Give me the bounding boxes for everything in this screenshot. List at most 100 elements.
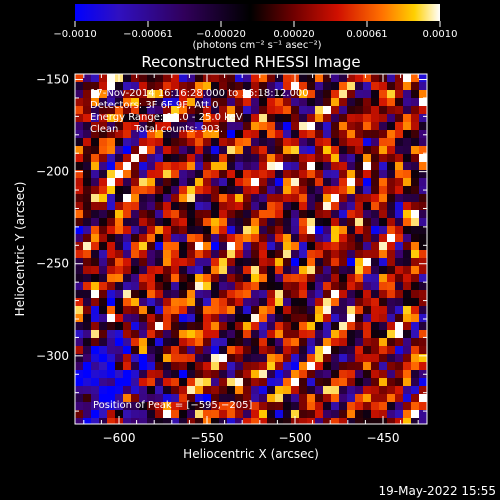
annotation-clean-counts: Clean Total counts: 903. bbox=[90, 124, 223, 135]
heatmap-cell bbox=[275, 290, 283, 298]
heatmap-cell bbox=[155, 74, 163, 82]
heatmap-cell bbox=[243, 266, 251, 274]
heatmap-cell bbox=[195, 90, 203, 98]
heatmap-cell bbox=[99, 266, 107, 274]
heatmap-cell bbox=[99, 90, 107, 98]
heatmap-cell bbox=[331, 130, 339, 138]
heatmap-cell bbox=[307, 266, 315, 274]
heatmap-cell bbox=[147, 306, 155, 314]
heatmap-cell bbox=[275, 226, 283, 234]
heatmap-cell bbox=[163, 378, 171, 386]
heatmap-cell bbox=[179, 394, 187, 402]
heatmap-cell bbox=[267, 138, 275, 146]
heatmap-cell bbox=[299, 298, 307, 306]
heatmap-cell bbox=[299, 74, 307, 82]
heatmap-cell bbox=[291, 314, 299, 322]
heatmap-cell bbox=[147, 162, 155, 170]
heatmap-cell bbox=[291, 138, 299, 146]
heatmap-cell bbox=[371, 314, 379, 322]
heatmap-cell bbox=[267, 362, 275, 370]
heatmap-cell bbox=[243, 226, 251, 234]
heatmap-cell bbox=[291, 122, 299, 130]
heatmap-cell bbox=[259, 394, 267, 402]
heatmap-cell bbox=[123, 226, 131, 234]
heatmap-cell bbox=[91, 146, 99, 154]
heatmap-cell bbox=[163, 74, 171, 82]
heatmap-cell bbox=[139, 338, 147, 346]
heatmap-cell bbox=[275, 122, 283, 130]
heatmap-cell bbox=[291, 346, 299, 354]
heatmap-cell bbox=[355, 234, 363, 242]
heatmap-cell bbox=[299, 186, 307, 194]
heatmap-cell bbox=[203, 282, 211, 290]
heatmap-cell bbox=[155, 170, 163, 178]
heatmap-cell bbox=[403, 130, 411, 138]
heatmap-cell bbox=[155, 138, 163, 146]
heatmap-cell bbox=[147, 170, 155, 178]
heatmap-cell bbox=[75, 410, 83, 418]
heatmap-cell bbox=[155, 386, 163, 394]
heatmap-cell bbox=[131, 218, 139, 226]
heatmap-cell bbox=[275, 386, 283, 394]
heatmap-cell bbox=[355, 338, 363, 346]
heatmap-cell bbox=[307, 194, 315, 202]
heatmap-cell bbox=[139, 386, 147, 394]
heatmap-cell bbox=[251, 122, 259, 130]
heatmap-cell bbox=[371, 266, 379, 274]
heatmap-cell bbox=[219, 226, 227, 234]
heatmap-cell bbox=[99, 314, 107, 322]
heatmap-cell bbox=[419, 402, 427, 410]
heatmap-cell bbox=[347, 218, 355, 226]
heatmap-cell bbox=[315, 242, 323, 250]
heatmap-cell bbox=[259, 266, 267, 274]
heatmap-cell bbox=[243, 154, 251, 162]
heatmap-cell bbox=[131, 386, 139, 394]
heatmap-cell bbox=[347, 346, 355, 354]
heatmap-cell bbox=[83, 330, 91, 338]
heatmap-cell bbox=[115, 82, 123, 90]
heatmap-cell bbox=[371, 170, 379, 178]
heatmap-cell bbox=[147, 114, 155, 122]
heatmap-cell bbox=[259, 218, 267, 226]
heatmap-cell bbox=[147, 82, 155, 90]
heatmap-cell bbox=[75, 178, 83, 186]
heatmap-cell bbox=[211, 370, 219, 378]
heatmap-cell bbox=[275, 154, 283, 162]
heatmap-cell bbox=[307, 90, 315, 98]
heatmap-cell bbox=[107, 402, 115, 410]
heatmap-cell bbox=[139, 330, 147, 338]
heatmap-cell bbox=[211, 122, 219, 130]
heatmap-cell bbox=[107, 410, 115, 418]
heatmap-cell bbox=[227, 154, 235, 162]
heatmap-cell bbox=[195, 194, 203, 202]
heatmap-cell bbox=[323, 282, 331, 290]
heatmap-cell bbox=[307, 218, 315, 226]
heatmap-cell bbox=[107, 250, 115, 258]
heatmap-cell bbox=[179, 314, 187, 322]
heatmap-cell bbox=[315, 234, 323, 242]
heatmap-cell bbox=[107, 266, 115, 274]
heatmap-cell bbox=[323, 290, 331, 298]
heatmap-cell bbox=[315, 266, 323, 274]
heatmap-cell bbox=[235, 122, 243, 130]
heatmap-cell bbox=[75, 242, 83, 250]
heatmap-cell bbox=[99, 122, 107, 130]
heatmap-cell bbox=[307, 298, 315, 306]
heatmap-cell bbox=[267, 218, 275, 226]
heatmap-cell bbox=[259, 226, 267, 234]
heatmap-cell bbox=[163, 114, 171, 122]
heatmap-cell bbox=[163, 354, 171, 362]
heatmap-cell bbox=[371, 194, 379, 202]
heatmap-cell bbox=[411, 394, 419, 402]
heatmap-cell bbox=[307, 330, 315, 338]
heatmap-cell bbox=[219, 98, 227, 106]
heatmap-cell bbox=[339, 210, 347, 218]
heatmap-cell bbox=[299, 178, 307, 186]
heatmap-cell bbox=[115, 410, 123, 418]
heatmap-cell bbox=[99, 306, 107, 314]
heatmap-cell bbox=[403, 226, 411, 234]
heatmap-cell bbox=[323, 114, 331, 122]
heatmap-cell bbox=[123, 258, 131, 266]
heatmap-cell bbox=[187, 290, 195, 298]
heatmap-cell bbox=[115, 234, 123, 242]
